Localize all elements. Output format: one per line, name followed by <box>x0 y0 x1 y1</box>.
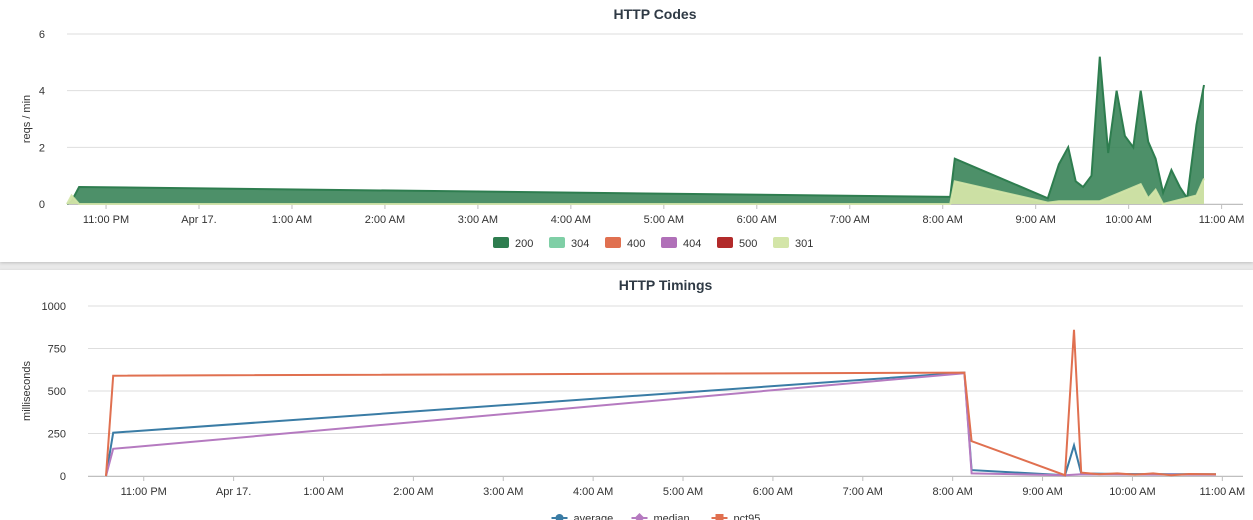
x-tick-label: 7:00 AM <box>843 486 883 498</box>
x-tick-label: 1:00 AM <box>303 486 343 498</box>
y-tick-label: 750 <box>48 344 66 356</box>
x-tick-label: 3:00 AM <box>458 214 498 226</box>
legend-item-average-marker <box>555 514 564 520</box>
legend-item-median-marker <box>634 513 645 520</box>
x-tick-label: 6:00 AM <box>737 214 777 226</box>
line-series-pct95 <box>105 329 1217 477</box>
legend-item-pct95-marker <box>715 514 724 520</box>
legend-item-404: 404 <box>683 238 701 250</box>
y-axis-title: reqs / min <box>21 95 33 143</box>
legend-item-200-swatch <box>493 237 509 248</box>
legend-item-301-swatch <box>773 237 789 248</box>
area-line-301 <box>66 178 1205 206</box>
x-tick-label: 11:00 AM <box>1199 486 1245 498</box>
y-axis-title: milliseconds <box>21 361 33 421</box>
chart-title: HTTP Codes <box>614 6 697 22</box>
y-tick-label: 6 <box>39 29 45 41</box>
x-tick-label: 9:00 AM <box>1022 486 1062 498</box>
x-tick-label: 5:00 AM <box>663 486 703 498</box>
x-tick-label: 4:00 AM <box>551 214 591 226</box>
http-timings-panel: HTTP Timings 0 250 500 750 1000 milliseconds 11… <box>0 270 1253 520</box>
x-tick-label: 3:00 AM <box>483 486 523 498</box>
area-line-200 <box>66 56 1205 205</box>
legend-item-200: 200 <box>515 238 533 250</box>
http-codes-chart: HTTP Codes 0 2 4 6 reqs / min 11:00 PM Apr 17. 1… <box>21 6 1245 250</box>
legend-item-404-swatch <box>661 237 677 248</box>
y-tick-label: 4 <box>39 86 45 98</box>
x-tick-label: 8:00 AM <box>932 486 972 498</box>
line-series-median <box>105 372 1217 477</box>
x-tick-label: 4:00 AM <box>573 486 613 498</box>
x-tick-label: 10:00 AM <box>1109 486 1155 498</box>
legend-item-400: 400 <box>627 238 645 250</box>
legend-item-average: average <box>574 513 614 520</box>
legend-item-pct95: pct95 <box>734 513 761 520</box>
area-series-200 <box>67 56 1204 205</box>
y-tick-label: 250 <box>48 429 66 441</box>
x-tick-label: 11:00 AM <box>1199 214 1245 226</box>
legend-item-301: 301 <box>795 238 813 250</box>
http-timings-chart: HTTP Timings 0 250 500 750 1000 milliseconds 11… <box>21 277 1245 520</box>
x-tick-label: 9:00 AM <box>1016 214 1056 226</box>
line-series-average <box>105 371 1217 477</box>
x-tick-label: 8:00 AM <box>923 214 963 226</box>
x-tick-label: 5:00 AM <box>644 214 684 226</box>
y-tick-label: 500 <box>48 386 66 398</box>
x-tick-label: 11:00 PM <box>121 486 167 498</box>
y-tick-label: 0 <box>60 471 66 483</box>
x-tick-label: 11:00 PM <box>83 214 129 226</box>
x-tick-label: 2:00 AM <box>365 214 405 226</box>
x-tick-label: 6:00 AM <box>753 486 793 498</box>
http-codes-panel: HTTP Codes 0 2 4 6 reqs / min 11:00 PM Apr 17. 1… <box>0 0 1253 262</box>
legend-item-500: 500 <box>739 238 757 250</box>
y-tick-label: 2 <box>39 142 45 154</box>
y-tick-label: 1000 <box>42 301 66 313</box>
x-tick-label: Apr 17. <box>181 214 216 226</box>
x-tick-label: Apr 17. <box>216 486 251 498</box>
legend-item-304-swatch <box>549 237 565 248</box>
legend-item-median: median <box>654 513 690 520</box>
x-tick-label: 2:00 AM <box>393 486 433 498</box>
x-tick-label: 10:00 AM <box>1105 214 1151 226</box>
x-tick-label: 1:00 AM <box>272 214 312 226</box>
legend-item-500-swatch <box>717 237 733 248</box>
x-tick-label: 7:00 AM <box>830 214 870 226</box>
chart-title: HTTP Timings <box>619 277 713 293</box>
y-tick-label: 0 <box>39 199 45 211</box>
legend-item-400-swatch <box>605 237 621 248</box>
legend-item-304: 304 <box>571 238 589 250</box>
